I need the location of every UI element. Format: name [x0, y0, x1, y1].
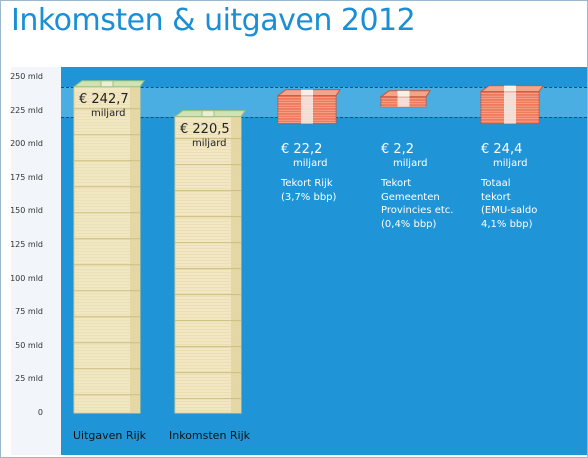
- description-line: Tekort Rijk: [281, 178, 333, 189]
- y-tick-label: 75 mld: [15, 307, 43, 317]
- value-amount: € 220,5: [180, 121, 230, 137]
- y-tick-label: 25 mld: [15, 374, 43, 384]
- value-unit: miljard: [293, 157, 328, 169]
- description-line: 4,1% bbp): [481, 218, 533, 230]
- deficit-stack-4: [379, 90, 431, 108]
- y-tick-label: 150 mld: [10, 206, 43, 216]
- y-axis-panel: 250 mld 225 mld 200 mld 175 mld 150 mld 125 m…: [10, 67, 61, 455]
- description-line: Tekort: [381, 178, 412, 189]
- description-line: Gemeenten: [381, 191, 440, 203]
- deficit-stack-5: [479, 85, 544, 125]
- plot-area: € 242,7 miljard € 220,5 miljard € 22,2 miljar…: [61, 67, 587, 455]
- value-unit: miljard: [493, 157, 528, 169]
- description-line: Provincies etc.: [381, 205, 454, 216]
- y-tick-label: 100 mld: [10, 273, 43, 283]
- value-unit: miljard: [393, 157, 428, 169]
- description-line: Totaal: [481, 178, 511, 189]
- y-tick-label: 175 mld: [10, 172, 43, 182]
- y-tick-label: 0: [37, 408, 43, 417]
- value-label: € 2,2 miljard: [381, 142, 428, 169]
- chart-title: Inkomsten & uitgaven 2012: [11, 3, 416, 38]
- description-line: (0,4% bbp): [381, 218, 437, 230]
- value-label: € 22,2 miljard: [281, 142, 328, 169]
- bar-description: Tekort Rijk (3,7% bbp): [281, 177, 336, 204]
- bar-description: Totaal tekort (EMU-saldo 4,1% bbp): [481, 177, 537, 231]
- value-unit: miljard: [192, 137, 227, 149]
- value-amount: € 2,2: [381, 142, 415, 157]
- value-unit: miljard: [91, 107, 126, 119]
- y-tick-label: 200 mld: [10, 139, 43, 149]
- x-label-inkomsten: Inkomsten Rijk: [169, 429, 251, 442]
- reference-line-uitgaven: [61, 86, 587, 88]
- value-amount: € 22,2: [281, 142, 323, 157]
- value-label: € 24,4 miljard: [481, 142, 528, 169]
- description-line: tekort: [481, 191, 511, 203]
- y-tick-label: 125 mld: [10, 240, 43, 249]
- value-amount: € 242,7: [79, 91, 129, 107]
- x-label-uitgaven: Uitgaven Rijk: [73, 429, 147, 442]
- y-tick-label: 250 mld: [10, 72, 43, 81]
- value-label: € 220,5 miljard: [180, 121, 230, 149]
- bar-inkomsten: [173, 110, 246, 414]
- bar-stacks: [72, 80, 544, 414]
- deficit-stack-3: [276, 89, 341, 125]
- description-line: (3,7% bbp): [281, 191, 337, 203]
- description-line: (EMU-saldo: [481, 205, 538, 216]
- value-label: € 242,7 miljard: [79, 91, 129, 119]
- bar-uitgaven: [72, 80, 145, 414]
- y-tick-label: 50 mld: [15, 340, 43, 350]
- y-tick-label: 225 mld: [10, 105, 43, 115]
- bar-description: Tekort Gemeenten Provincies etc. (0,4% bbp): [381, 177, 453, 231]
- value-amount: € 24,4: [481, 142, 523, 157]
